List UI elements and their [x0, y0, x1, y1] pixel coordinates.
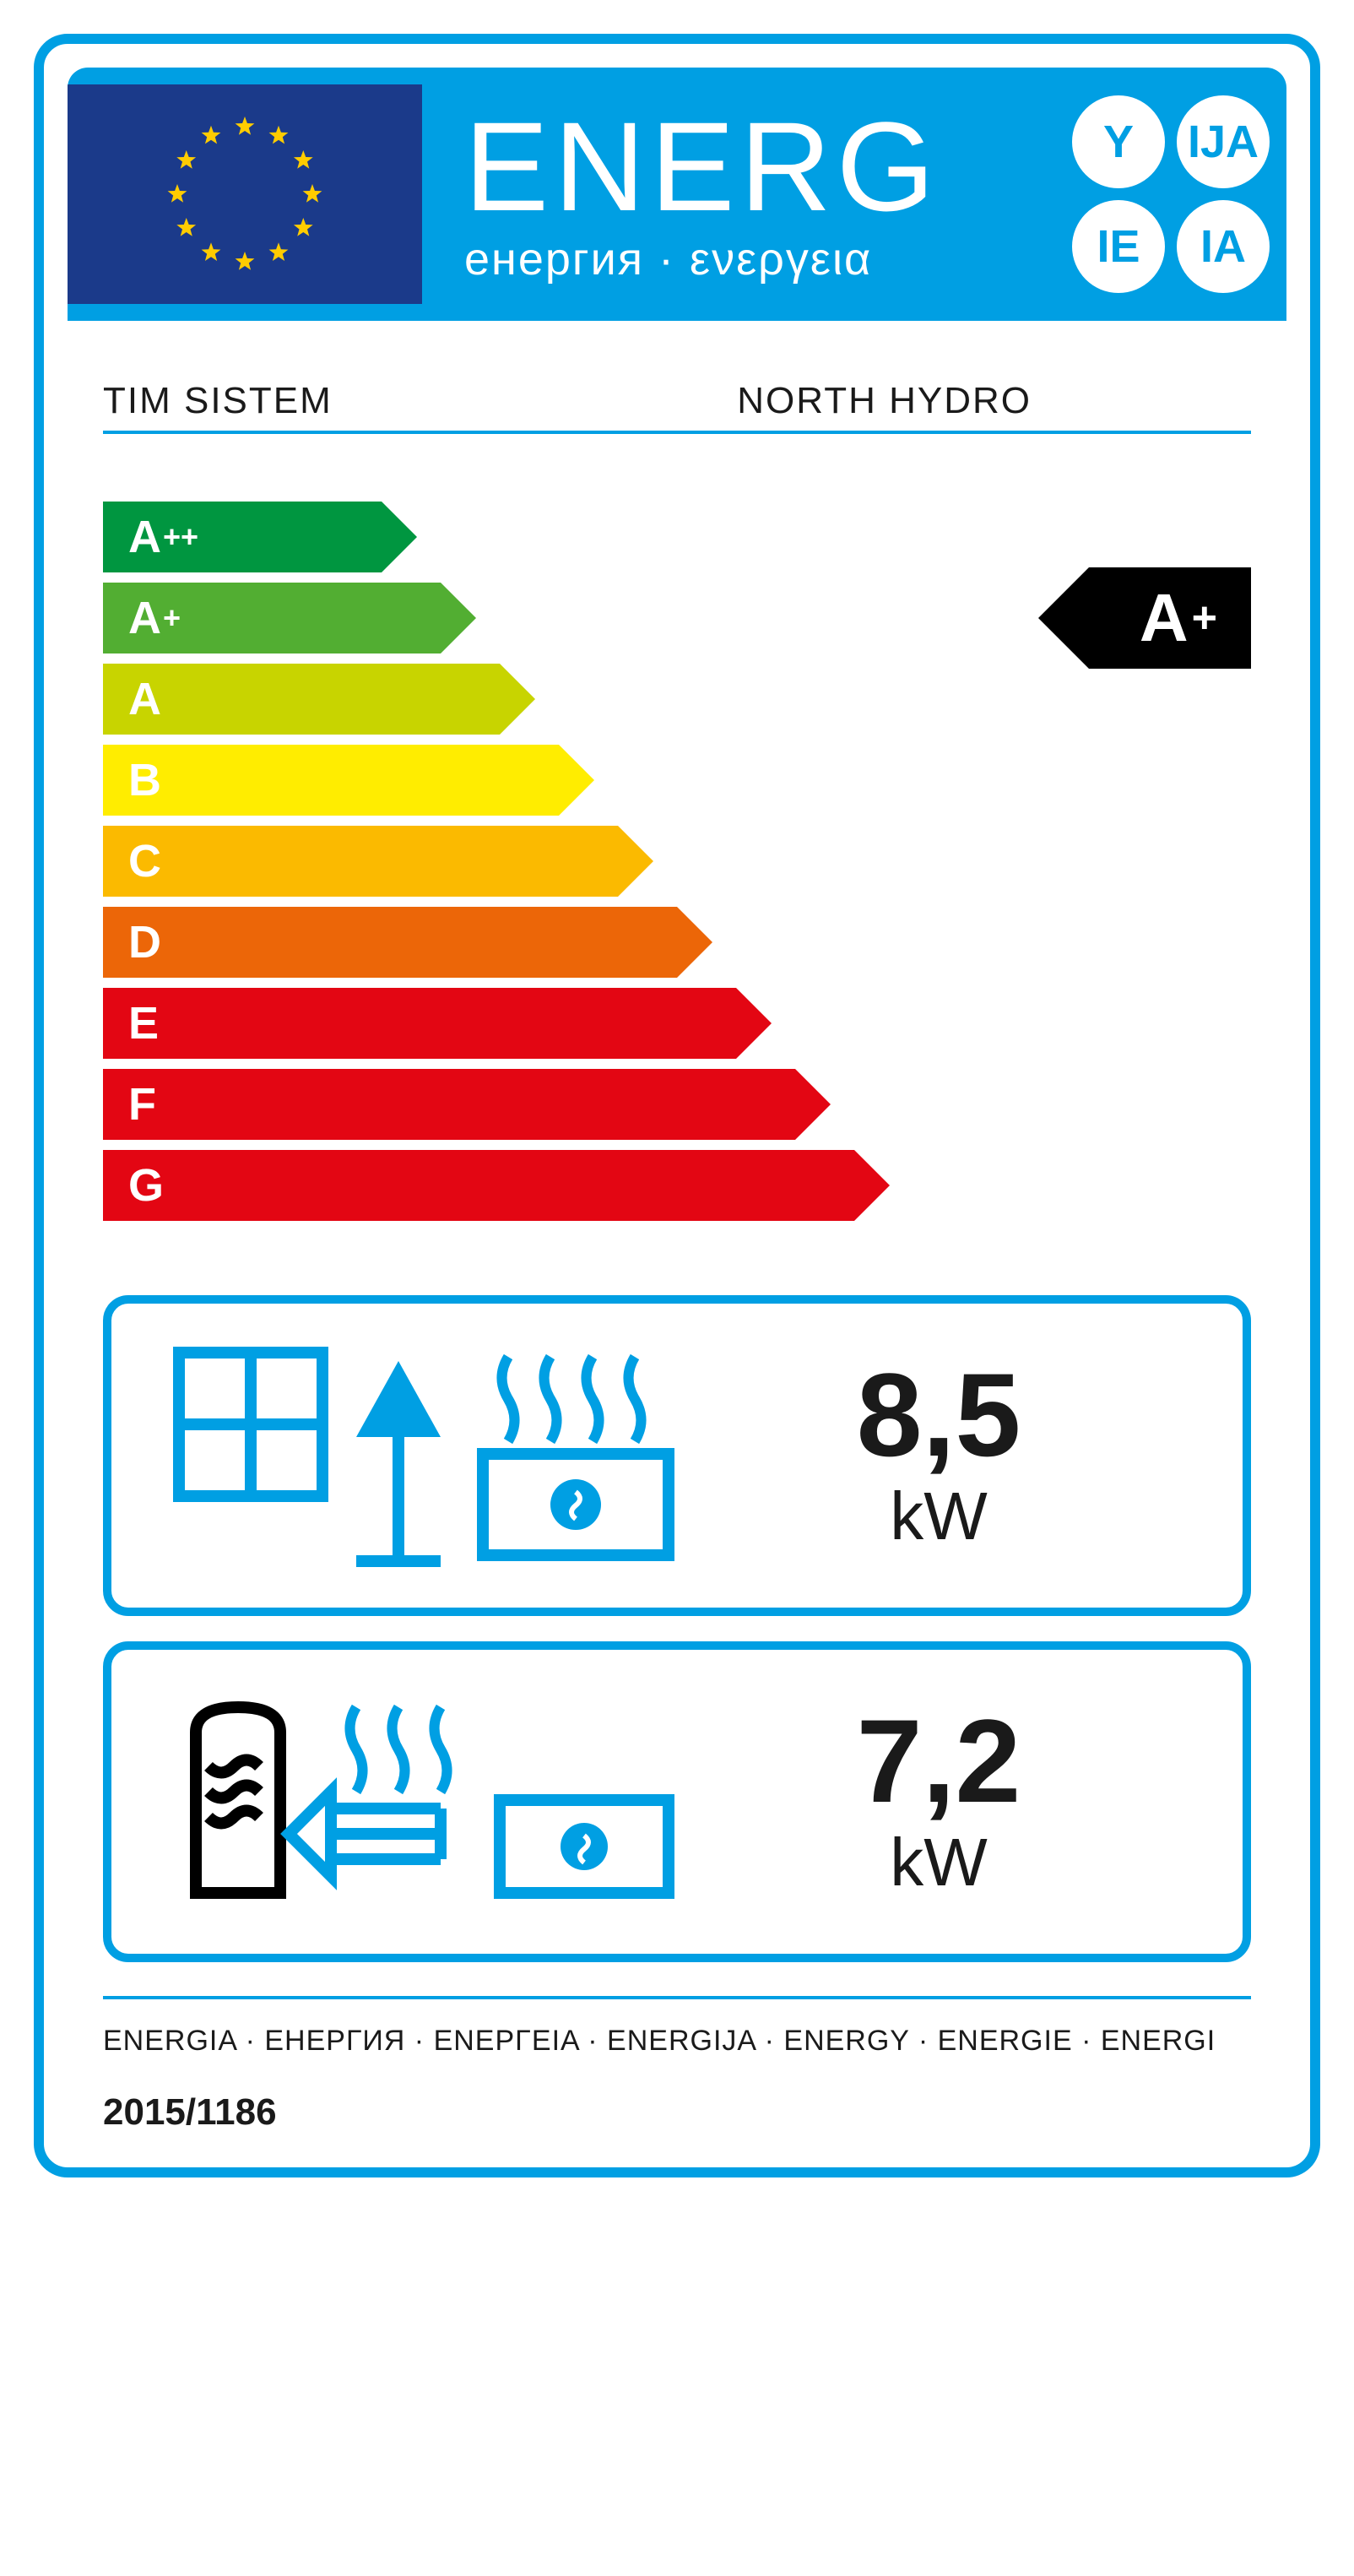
space-heating-panel: 8,5 kW	[103, 1295, 1251, 1616]
regulation-number: 2015/1186	[103, 2091, 1251, 2134]
efficiency-class-row: F	[103, 1069, 1251, 1140]
lang-suffix-circle: IJA	[1177, 95, 1270, 188]
efficiency-class-label: G	[128, 1159, 164, 1212]
lang-suffix-circle: IA	[1177, 200, 1270, 293]
efficiency-class-label: F	[128, 1078, 156, 1131]
space-heating-value: 8,5	[685, 1356, 1192, 1474]
supplier-model-row: TIM SISTEM NORTH HYDRO	[103, 380, 1251, 422]
header-bar: ENERG енергия · ενεργεια YIJAIEIA	[68, 68, 1286, 321]
lang-suffix-circle: IE	[1072, 200, 1165, 293]
efficiency-class-label: A	[128, 592, 161, 644]
efficiency-class-label: A	[128, 511, 161, 563]
water-heating-unit: kW	[685, 1824, 1192, 1901]
efficiency-class-label: B	[128, 754, 161, 806]
eu-flag	[68, 84, 422, 304]
model-name: NORTH HYDRO	[737, 380, 1032, 422]
water-heating-panel: 7,2 kW	[103, 1641, 1251, 1962]
lang-suffix-circles: YIJAIEIA	[1072, 84, 1270, 304]
energ-text: ENERG енергия · ενεργεια	[447, 68, 1072, 321]
space-heating-icon	[162, 1327, 685, 1585]
efficiency-class-row: A	[103, 664, 1251, 735]
product-rating-sup: +	[1192, 593, 1217, 643]
efficiency-class-label: C	[128, 835, 161, 887]
supplier-name: TIM SISTEM	[103, 380, 333, 422]
efficiency-class-row: G	[103, 1150, 1251, 1221]
energy-label: ENERG енергия · ενεργεια YIJAIEIA TIM SI…	[34, 34, 1320, 2177]
efficiency-class-row: D	[103, 907, 1251, 978]
product-rating-label: A	[1140, 579, 1189, 657]
efficiency-class-row: A++	[103, 502, 1251, 572]
efficiency-class-row: E	[103, 988, 1251, 1059]
lang-suffix-circle: Y	[1072, 95, 1165, 188]
energ-subtitle: енергия · ενεργεια	[464, 233, 1055, 285]
efficiency-class-label: A	[128, 673, 161, 725]
footer-languages: ENERGIA · ЕНЕРГИЯ · ΕΝΕΡΓΕΙΑ · ENERGIJA …	[103, 1996, 1251, 2058]
energ-title: ENERG	[464, 103, 1055, 230]
efficiency-class-label: D	[128, 916, 161, 968]
space-heating-unit: kW	[685, 1478, 1192, 1555]
efficiency-class-row: B	[103, 745, 1251, 816]
water-heating-value: 7,2	[685, 1702, 1192, 1820]
efficiency-class-row: C	[103, 826, 1251, 897]
product-rating-arrow: A+	[1089, 567, 1251, 669]
efficiency-class-sup: ++	[163, 519, 198, 555]
efficiency-class-label: E	[128, 997, 159, 1049]
water-heating-icon	[162, 1673, 685, 1931]
supplier-model-underline	[103, 431, 1251, 434]
efficiency-scale: A++A+ABCDEFG A+	[103, 502, 1251, 1261]
efficiency-class-sup: +	[163, 600, 181, 636]
